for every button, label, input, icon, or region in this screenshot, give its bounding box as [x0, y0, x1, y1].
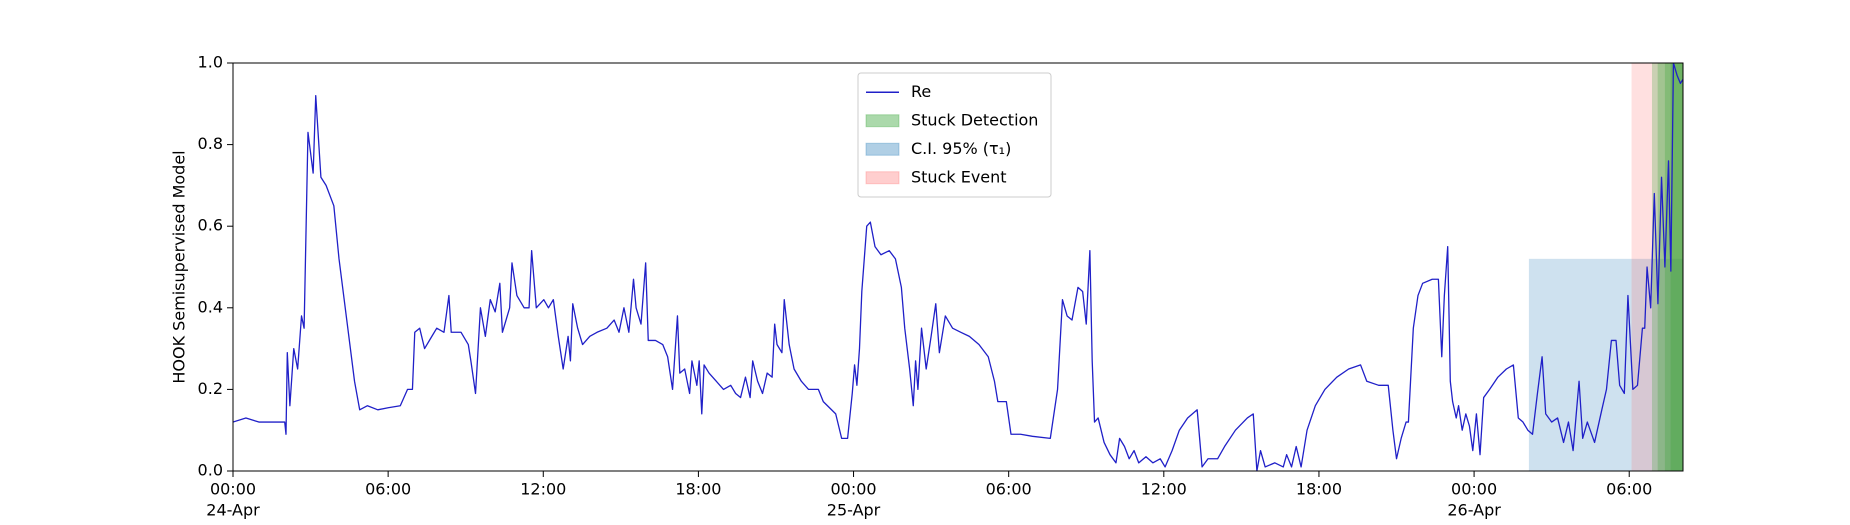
legend-label: Re: [911, 82, 931, 101]
x-tick-label: 06:00: [986, 480, 1032, 499]
x-tick-label: 12:00: [1141, 480, 1187, 499]
plot-frame: [232, 62, 1684, 472]
x-tick-date: 24-Apr: [206, 501, 260, 520]
y-tick-label: 0.2: [198, 379, 223, 398]
x-tick-date: 26-Apr: [1447, 501, 1501, 520]
span: [1664, 63, 1683, 471]
x-tick-year: 1900: [213, 522, 254, 525]
x-tick-label: 06:00: [1606, 480, 1652, 499]
x-tick-date: 25-Apr: [827, 501, 881, 520]
x-tick-label: 18:00: [675, 480, 721, 499]
legend-label: Stuck Event: [911, 167, 1007, 186]
legend-label: Stuck Detection: [911, 110, 1038, 129]
legend-label: C.I. 95% (τ₁): [911, 139, 1011, 158]
span: [1670, 63, 1683, 471]
legend-patch: [865, 114, 900, 128]
x-tick-label: 00:00: [830, 480, 876, 499]
legend: Re Stuck Detection C.I. 95% (τ₁) Stuck Even…: [857, 72, 1052, 198]
x-tick-label: 00:00: [210, 480, 256, 499]
y-tick-label: 1.0: [198, 53, 223, 72]
series-line: [233, 63, 1683, 471]
y-tick-label: 0.0: [198, 461, 223, 480]
y-axis-label: HOOK Semisupervised Model: [170, 150, 189, 383]
x-tick-label: 18:00: [1296, 480, 1342, 499]
y-tick-label: 0.8: [198, 134, 223, 153]
y-tick-label: 0.6: [198, 216, 223, 235]
legend-patch: [865, 171, 900, 185]
x-tick-label: 06:00: [365, 480, 411, 499]
y-tick-label: 0.4: [198, 297, 223, 316]
legend-patch: [865, 142, 900, 156]
legend-frame: [857, 72, 1052, 198]
x-tick-label: 00:00: [1451, 480, 1497, 499]
x-tick-label: 12:00: [520, 480, 566, 499]
